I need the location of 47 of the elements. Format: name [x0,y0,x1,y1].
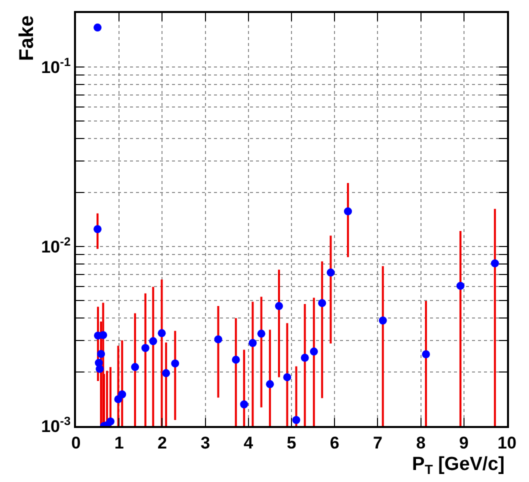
x-tick-label: 3 [200,433,210,452]
point [158,329,166,338]
point [94,225,102,234]
x-tick-label: 9 [459,433,469,452]
y-tick-label: 10$^{-3}$ [41,414,71,436]
point [283,373,292,382]
point [96,364,104,373]
point [266,380,274,388]
point [310,348,318,356]
point [94,24,102,32]
x-tick-label: 5 [286,433,296,452]
x-tick-label: 1 [114,433,124,452]
x-tick-label: 10 [498,433,516,452]
point [344,207,352,216]
point [99,331,108,340]
point [240,400,248,408]
point [171,359,180,368]
point [232,356,240,364]
x-tick-label: 8 [416,433,426,452]
point [248,339,257,348]
point [141,344,150,352]
point [378,316,387,325]
y-tick-label: 10$^{-2}$ [41,234,71,256]
point [318,299,326,308]
x-tick-label: 7 [372,433,382,452]
point [214,335,222,344]
point [422,350,430,358]
point [257,330,266,338]
x-tick-label: 2 [157,433,167,452]
point [490,259,499,268]
point [118,390,126,398]
point [131,363,140,372]
x-tick-label: 6 [330,433,340,452]
point [456,282,464,290]
point [292,416,300,424]
x-axis-title: P$_{T}$ [GeV/c] [412,454,505,477]
x-tick-label: 0 [71,433,81,452]
point [300,354,309,362]
y-axis-title: Fake [16,15,38,61]
point [97,350,105,358]
point [106,417,114,426]
point [149,337,158,346]
point [275,302,283,310]
point [326,268,335,277]
point [162,369,170,378]
x-tick-label: 4 [244,433,254,452]
y-tick-label: 10$^{-1}$ [41,54,71,77]
